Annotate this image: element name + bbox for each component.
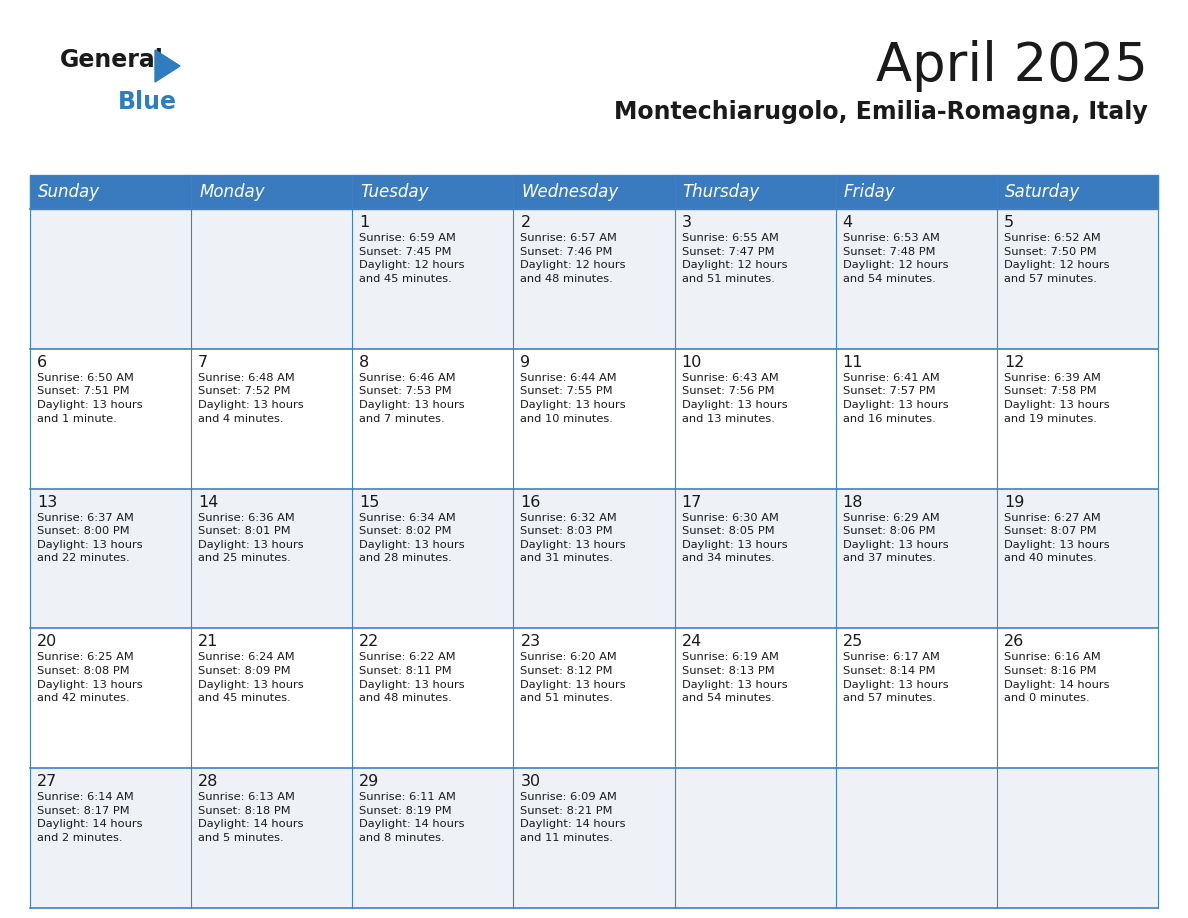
- Text: 10: 10: [682, 354, 702, 370]
- Text: Sunrise: 6:14 AM
Sunset: 8:17 PM
Daylight: 14 hours
and 2 minutes.: Sunrise: 6:14 AM Sunset: 8:17 PM Dayligh…: [37, 792, 143, 843]
- Text: Sunrise: 6:20 AM
Sunset: 8:12 PM
Daylight: 13 hours
and 51 minutes.: Sunrise: 6:20 AM Sunset: 8:12 PM Dayligh…: [520, 653, 626, 703]
- Text: Sunrise: 6:09 AM
Sunset: 8:21 PM
Daylight: 14 hours
and 11 minutes.: Sunrise: 6:09 AM Sunset: 8:21 PM Dayligh…: [520, 792, 626, 843]
- Text: Sunrise: 6:25 AM
Sunset: 8:08 PM
Daylight: 13 hours
and 42 minutes.: Sunrise: 6:25 AM Sunset: 8:08 PM Dayligh…: [37, 653, 143, 703]
- Text: 14: 14: [198, 495, 219, 509]
- Bar: [30, 488, 1158, 629]
- Text: 19: 19: [1004, 495, 1024, 509]
- Text: 2: 2: [520, 215, 531, 230]
- Text: General: General: [61, 48, 164, 72]
- Bar: [835, 175, 997, 209]
- Text: 1: 1: [359, 215, 369, 230]
- Text: 29: 29: [359, 774, 379, 789]
- Text: 30: 30: [520, 774, 541, 789]
- Text: 20: 20: [37, 634, 57, 649]
- Text: 9: 9: [520, 354, 531, 370]
- Text: Thursday: Thursday: [683, 183, 760, 201]
- Text: 28: 28: [198, 774, 219, 789]
- Text: Tuesday: Tuesday: [360, 183, 429, 201]
- Text: Sunrise: 6:50 AM
Sunset: 7:51 PM
Daylight: 13 hours
and 1 minute.: Sunrise: 6:50 AM Sunset: 7:51 PM Dayligh…: [37, 373, 143, 423]
- Bar: [30, 209, 1158, 349]
- Text: Monday: Monday: [200, 183, 265, 201]
- Polygon shape: [154, 50, 181, 82]
- Text: 21: 21: [198, 634, 219, 649]
- Text: Friday: Friday: [843, 183, 896, 201]
- Text: Sunrise: 6:24 AM
Sunset: 8:09 PM
Daylight: 13 hours
and 45 minutes.: Sunrise: 6:24 AM Sunset: 8:09 PM Dayligh…: [198, 653, 304, 703]
- Text: Sunrise: 6:55 AM
Sunset: 7:47 PM
Daylight: 12 hours
and 51 minutes.: Sunrise: 6:55 AM Sunset: 7:47 PM Dayligh…: [682, 233, 788, 284]
- Text: Sunrise: 6:36 AM
Sunset: 8:01 PM
Daylight: 13 hours
and 25 minutes.: Sunrise: 6:36 AM Sunset: 8:01 PM Dayligh…: [198, 512, 304, 564]
- Text: Sunrise: 6:41 AM
Sunset: 7:57 PM
Daylight: 13 hours
and 16 minutes.: Sunrise: 6:41 AM Sunset: 7:57 PM Dayligh…: [842, 373, 948, 423]
- Bar: [191, 175, 353, 209]
- Bar: [30, 175, 1158, 209]
- Text: 15: 15: [359, 495, 380, 509]
- Text: Sunrise: 6:52 AM
Sunset: 7:50 PM
Daylight: 12 hours
and 57 minutes.: Sunrise: 6:52 AM Sunset: 7:50 PM Dayligh…: [1004, 233, 1110, 284]
- Text: 5: 5: [1004, 215, 1015, 230]
- Text: Wednesday: Wednesday: [522, 183, 619, 201]
- Text: 18: 18: [842, 495, 864, 509]
- Text: 4: 4: [842, 215, 853, 230]
- Text: Sunrise: 6:27 AM
Sunset: 8:07 PM
Daylight: 13 hours
and 40 minutes.: Sunrise: 6:27 AM Sunset: 8:07 PM Dayligh…: [1004, 512, 1110, 564]
- Text: Montechiarugolo, Emilia-Romagna, Italy: Montechiarugolo, Emilia-Romagna, Italy: [614, 100, 1148, 124]
- Text: Sunrise: 6:13 AM
Sunset: 8:18 PM
Daylight: 14 hours
and 5 minutes.: Sunrise: 6:13 AM Sunset: 8:18 PM Dayligh…: [198, 792, 304, 843]
- Text: Sunrise: 6:30 AM
Sunset: 8:05 PM
Daylight: 13 hours
and 34 minutes.: Sunrise: 6:30 AM Sunset: 8:05 PM Dayligh…: [682, 512, 788, 564]
- Text: Sunrise: 6:19 AM
Sunset: 8:13 PM
Daylight: 13 hours
and 54 minutes.: Sunrise: 6:19 AM Sunset: 8:13 PM Dayligh…: [682, 653, 788, 703]
- Text: Sunrise: 6:22 AM
Sunset: 8:11 PM
Daylight: 13 hours
and 48 minutes.: Sunrise: 6:22 AM Sunset: 8:11 PM Dayligh…: [359, 653, 465, 703]
- Text: 3: 3: [682, 215, 691, 230]
- Text: Sunrise: 6:39 AM
Sunset: 7:58 PM
Daylight: 13 hours
and 19 minutes.: Sunrise: 6:39 AM Sunset: 7:58 PM Dayligh…: [1004, 373, 1110, 423]
- Text: 22: 22: [359, 634, 379, 649]
- Text: Sunrise: 6:29 AM
Sunset: 8:06 PM
Daylight: 13 hours
and 37 minutes.: Sunrise: 6:29 AM Sunset: 8:06 PM Dayligh…: [842, 512, 948, 564]
- Bar: [997, 175, 1158, 209]
- Text: April 2025: April 2025: [876, 40, 1148, 92]
- Bar: [30, 629, 1158, 768]
- Bar: [30, 175, 191, 209]
- Text: Sunrise: 6:44 AM
Sunset: 7:55 PM
Daylight: 13 hours
and 10 minutes.: Sunrise: 6:44 AM Sunset: 7:55 PM Dayligh…: [520, 373, 626, 423]
- Text: 24: 24: [682, 634, 702, 649]
- Text: Sunday: Sunday: [38, 183, 100, 201]
- Text: 16: 16: [520, 495, 541, 509]
- Text: Blue: Blue: [118, 90, 177, 114]
- Text: 13: 13: [37, 495, 57, 509]
- Text: 8: 8: [359, 354, 369, 370]
- Bar: [513, 175, 675, 209]
- Text: 25: 25: [842, 634, 862, 649]
- Text: Sunrise: 6:37 AM
Sunset: 8:00 PM
Daylight: 13 hours
and 22 minutes.: Sunrise: 6:37 AM Sunset: 8:00 PM Dayligh…: [37, 512, 143, 564]
- Text: 12: 12: [1004, 354, 1024, 370]
- Text: 11: 11: [842, 354, 864, 370]
- Text: 23: 23: [520, 634, 541, 649]
- Text: Sunrise: 6:46 AM
Sunset: 7:53 PM
Daylight: 13 hours
and 7 minutes.: Sunrise: 6:46 AM Sunset: 7:53 PM Dayligh…: [359, 373, 465, 423]
- Text: 26: 26: [1004, 634, 1024, 649]
- Text: Sunrise: 6:57 AM
Sunset: 7:46 PM
Daylight: 12 hours
and 48 minutes.: Sunrise: 6:57 AM Sunset: 7:46 PM Dayligh…: [520, 233, 626, 284]
- Text: Sunrise: 6:53 AM
Sunset: 7:48 PM
Daylight: 12 hours
and 54 minutes.: Sunrise: 6:53 AM Sunset: 7:48 PM Dayligh…: [842, 233, 948, 284]
- Text: Sunrise: 6:17 AM
Sunset: 8:14 PM
Daylight: 13 hours
and 57 minutes.: Sunrise: 6:17 AM Sunset: 8:14 PM Dayligh…: [842, 653, 948, 703]
- Text: Sunrise: 6:34 AM
Sunset: 8:02 PM
Daylight: 13 hours
and 28 minutes.: Sunrise: 6:34 AM Sunset: 8:02 PM Dayligh…: [359, 512, 465, 564]
- Bar: [353, 175, 513, 209]
- Text: 17: 17: [682, 495, 702, 509]
- Bar: [30, 768, 1158, 908]
- Text: Sunrise: 6:59 AM
Sunset: 7:45 PM
Daylight: 12 hours
and 45 minutes.: Sunrise: 6:59 AM Sunset: 7:45 PM Dayligh…: [359, 233, 465, 284]
- Text: 6: 6: [37, 354, 48, 370]
- Text: Sunrise: 6:11 AM
Sunset: 8:19 PM
Daylight: 14 hours
and 8 minutes.: Sunrise: 6:11 AM Sunset: 8:19 PM Dayligh…: [359, 792, 465, 843]
- Text: Sunrise: 6:48 AM
Sunset: 7:52 PM
Daylight: 13 hours
and 4 minutes.: Sunrise: 6:48 AM Sunset: 7:52 PM Dayligh…: [198, 373, 304, 423]
- Text: 27: 27: [37, 774, 57, 789]
- Text: Saturday: Saturday: [1005, 183, 1080, 201]
- Text: Sunrise: 6:43 AM
Sunset: 7:56 PM
Daylight: 13 hours
and 13 minutes.: Sunrise: 6:43 AM Sunset: 7:56 PM Dayligh…: [682, 373, 788, 423]
- Text: Sunrise: 6:16 AM
Sunset: 8:16 PM
Daylight: 14 hours
and 0 minutes.: Sunrise: 6:16 AM Sunset: 8:16 PM Dayligh…: [1004, 653, 1110, 703]
- Text: Sunrise: 6:32 AM
Sunset: 8:03 PM
Daylight: 13 hours
and 31 minutes.: Sunrise: 6:32 AM Sunset: 8:03 PM Dayligh…: [520, 512, 626, 564]
- Bar: [675, 175, 835, 209]
- Bar: [30, 349, 1158, 488]
- Text: 7: 7: [198, 354, 208, 370]
